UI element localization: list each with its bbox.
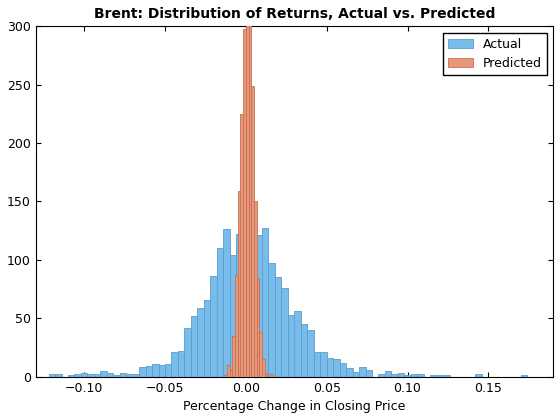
Bar [171,352,178,377]
Bar [126,374,133,377]
Bar [227,365,230,377]
Bar [398,373,404,377]
Bar [197,308,204,377]
Bar [314,352,320,377]
Bar [475,374,482,377]
Bar [225,375,227,377]
Bar [191,316,197,377]
Bar [443,375,450,377]
Bar [100,371,107,377]
Bar [246,0,249,377]
Bar [359,368,366,377]
Bar [391,374,398,377]
Bar [288,315,295,377]
Bar [74,374,81,377]
Bar [256,278,259,377]
Bar [379,374,385,377]
Bar [146,366,152,377]
Bar [262,359,265,377]
Bar [404,375,411,377]
Bar [249,226,255,377]
Bar [211,276,217,377]
Bar [366,370,372,377]
Bar [55,374,62,377]
Bar [417,374,424,377]
Bar [120,373,126,377]
Bar [251,86,254,377]
Bar [268,263,275,377]
Bar [139,368,146,377]
Bar [411,374,417,377]
Bar [152,364,158,377]
Bar [320,352,326,377]
Bar [262,228,268,377]
Bar [307,330,314,377]
Bar [184,328,191,377]
Bar [339,362,346,377]
Bar [282,288,288,377]
Bar [242,206,249,377]
Bar [236,234,242,377]
Bar [230,370,232,377]
Bar [238,191,240,377]
Bar [249,25,251,377]
Bar [87,374,94,377]
Bar [295,311,301,377]
X-axis label: Percentage Change in Closing Price: Percentage Change in Closing Price [183,400,405,413]
Bar [254,202,256,377]
Bar [107,373,113,377]
Bar [158,365,165,377]
Bar [178,351,184,377]
Bar [223,229,230,377]
Title: Brent: Distribution of Returns, Actual vs. Predicted: Brent: Distribution of Returns, Actual v… [94,7,495,21]
Bar [204,299,211,377]
Bar [275,277,282,377]
Bar [165,364,171,377]
Bar [259,332,262,377]
Bar [270,374,273,377]
Legend: Actual, Predicted: Actual, Predicted [443,32,547,75]
Bar [235,275,238,377]
Bar [243,29,246,377]
Bar [326,358,333,377]
Bar [68,375,74,377]
Bar [353,372,359,377]
Bar [430,375,437,377]
Bar [255,235,262,377]
Bar [333,359,339,377]
Bar [232,336,235,377]
Bar [81,373,87,377]
Bar [240,114,243,377]
Bar [346,368,353,377]
Bar [437,375,443,377]
Bar [301,324,307,377]
Bar [217,248,223,377]
Bar [230,255,236,377]
Bar [94,374,100,377]
Bar [49,374,55,377]
Bar [521,375,527,377]
Bar [113,375,120,377]
Bar [133,374,139,377]
Bar [265,373,268,377]
Bar [385,371,391,377]
